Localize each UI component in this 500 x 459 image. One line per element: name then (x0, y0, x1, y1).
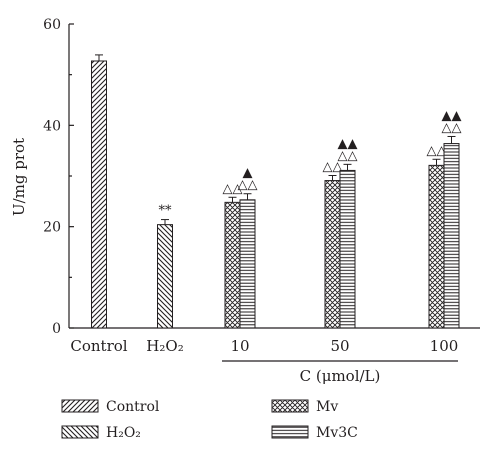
legend-item: Mv (271, 399, 338, 415)
significance-mark: △△ (238, 178, 258, 193)
legend-swatch (271, 425, 309, 439)
significance-mark: ▲▲ (338, 136, 358, 151)
significance-mark: △△ (427, 143, 447, 158)
category-labels: Control H₂O₂ 10 50 100 (70, 337, 458, 355)
x-category-label: Control (70, 337, 127, 355)
legend-swatch (61, 399, 99, 413)
y-tick-label: 20 (43, 220, 61, 236)
legend-label: Control (106, 399, 160, 415)
x-axis-label: C (μmol/L) (300, 367, 381, 385)
bar-mv3c (239, 199, 256, 329)
y-tick-label: 40 (43, 118, 61, 134)
legend-item: Mv3C (271, 425, 358, 441)
significance-mark: ▲▲ (442, 108, 462, 123)
x-category-label: H₂O₂ (146, 337, 183, 355)
x-category-label: 100 (430, 337, 459, 355)
significance-mark: △△ (323, 159, 343, 174)
legend-label: Mv (316, 399, 338, 415)
legend-label: H₂O₂ (106, 425, 141, 441)
legend-swatch (61, 425, 99, 439)
significance-mark: △△ (223, 181, 243, 196)
y-axis-label: U/mg prot (10, 138, 28, 216)
bar-mv3c (443, 143, 460, 329)
legend-item: H₂O₂ (61, 425, 141, 441)
y-tick-label: 60 (43, 17, 61, 33)
legend-item: Control (61, 399, 160, 415)
bars-layer: **△△▲△△△△▲▲△△ △△▲▲△△ (91, 54, 462, 329)
significance-mark: △△ (442, 120, 462, 135)
bar-mv3c (339, 169, 356, 329)
x-category-label: 50 (330, 337, 349, 355)
bar-mv (324, 180, 341, 329)
x-category-label: 10 (230, 337, 249, 355)
legend-swatch (271, 399, 309, 413)
significance-mark: △△ (338, 148, 358, 163)
bar-mv (428, 164, 445, 329)
y-tick-label: 0 (52, 321, 61, 337)
bar-ho (157, 224, 173, 329)
y-axis: 0 20 40 60 (43, 17, 74, 337)
bar-control (91, 60, 107, 329)
bar-mv (224, 201, 241, 329)
legend-label: Mv3C (316, 425, 358, 441)
significance-mark: ** (159, 204, 173, 219)
legend: Control Mv H₂O₂ Mv3C (61, 399, 358, 441)
significance-mark: ▲ (243, 166, 253, 181)
